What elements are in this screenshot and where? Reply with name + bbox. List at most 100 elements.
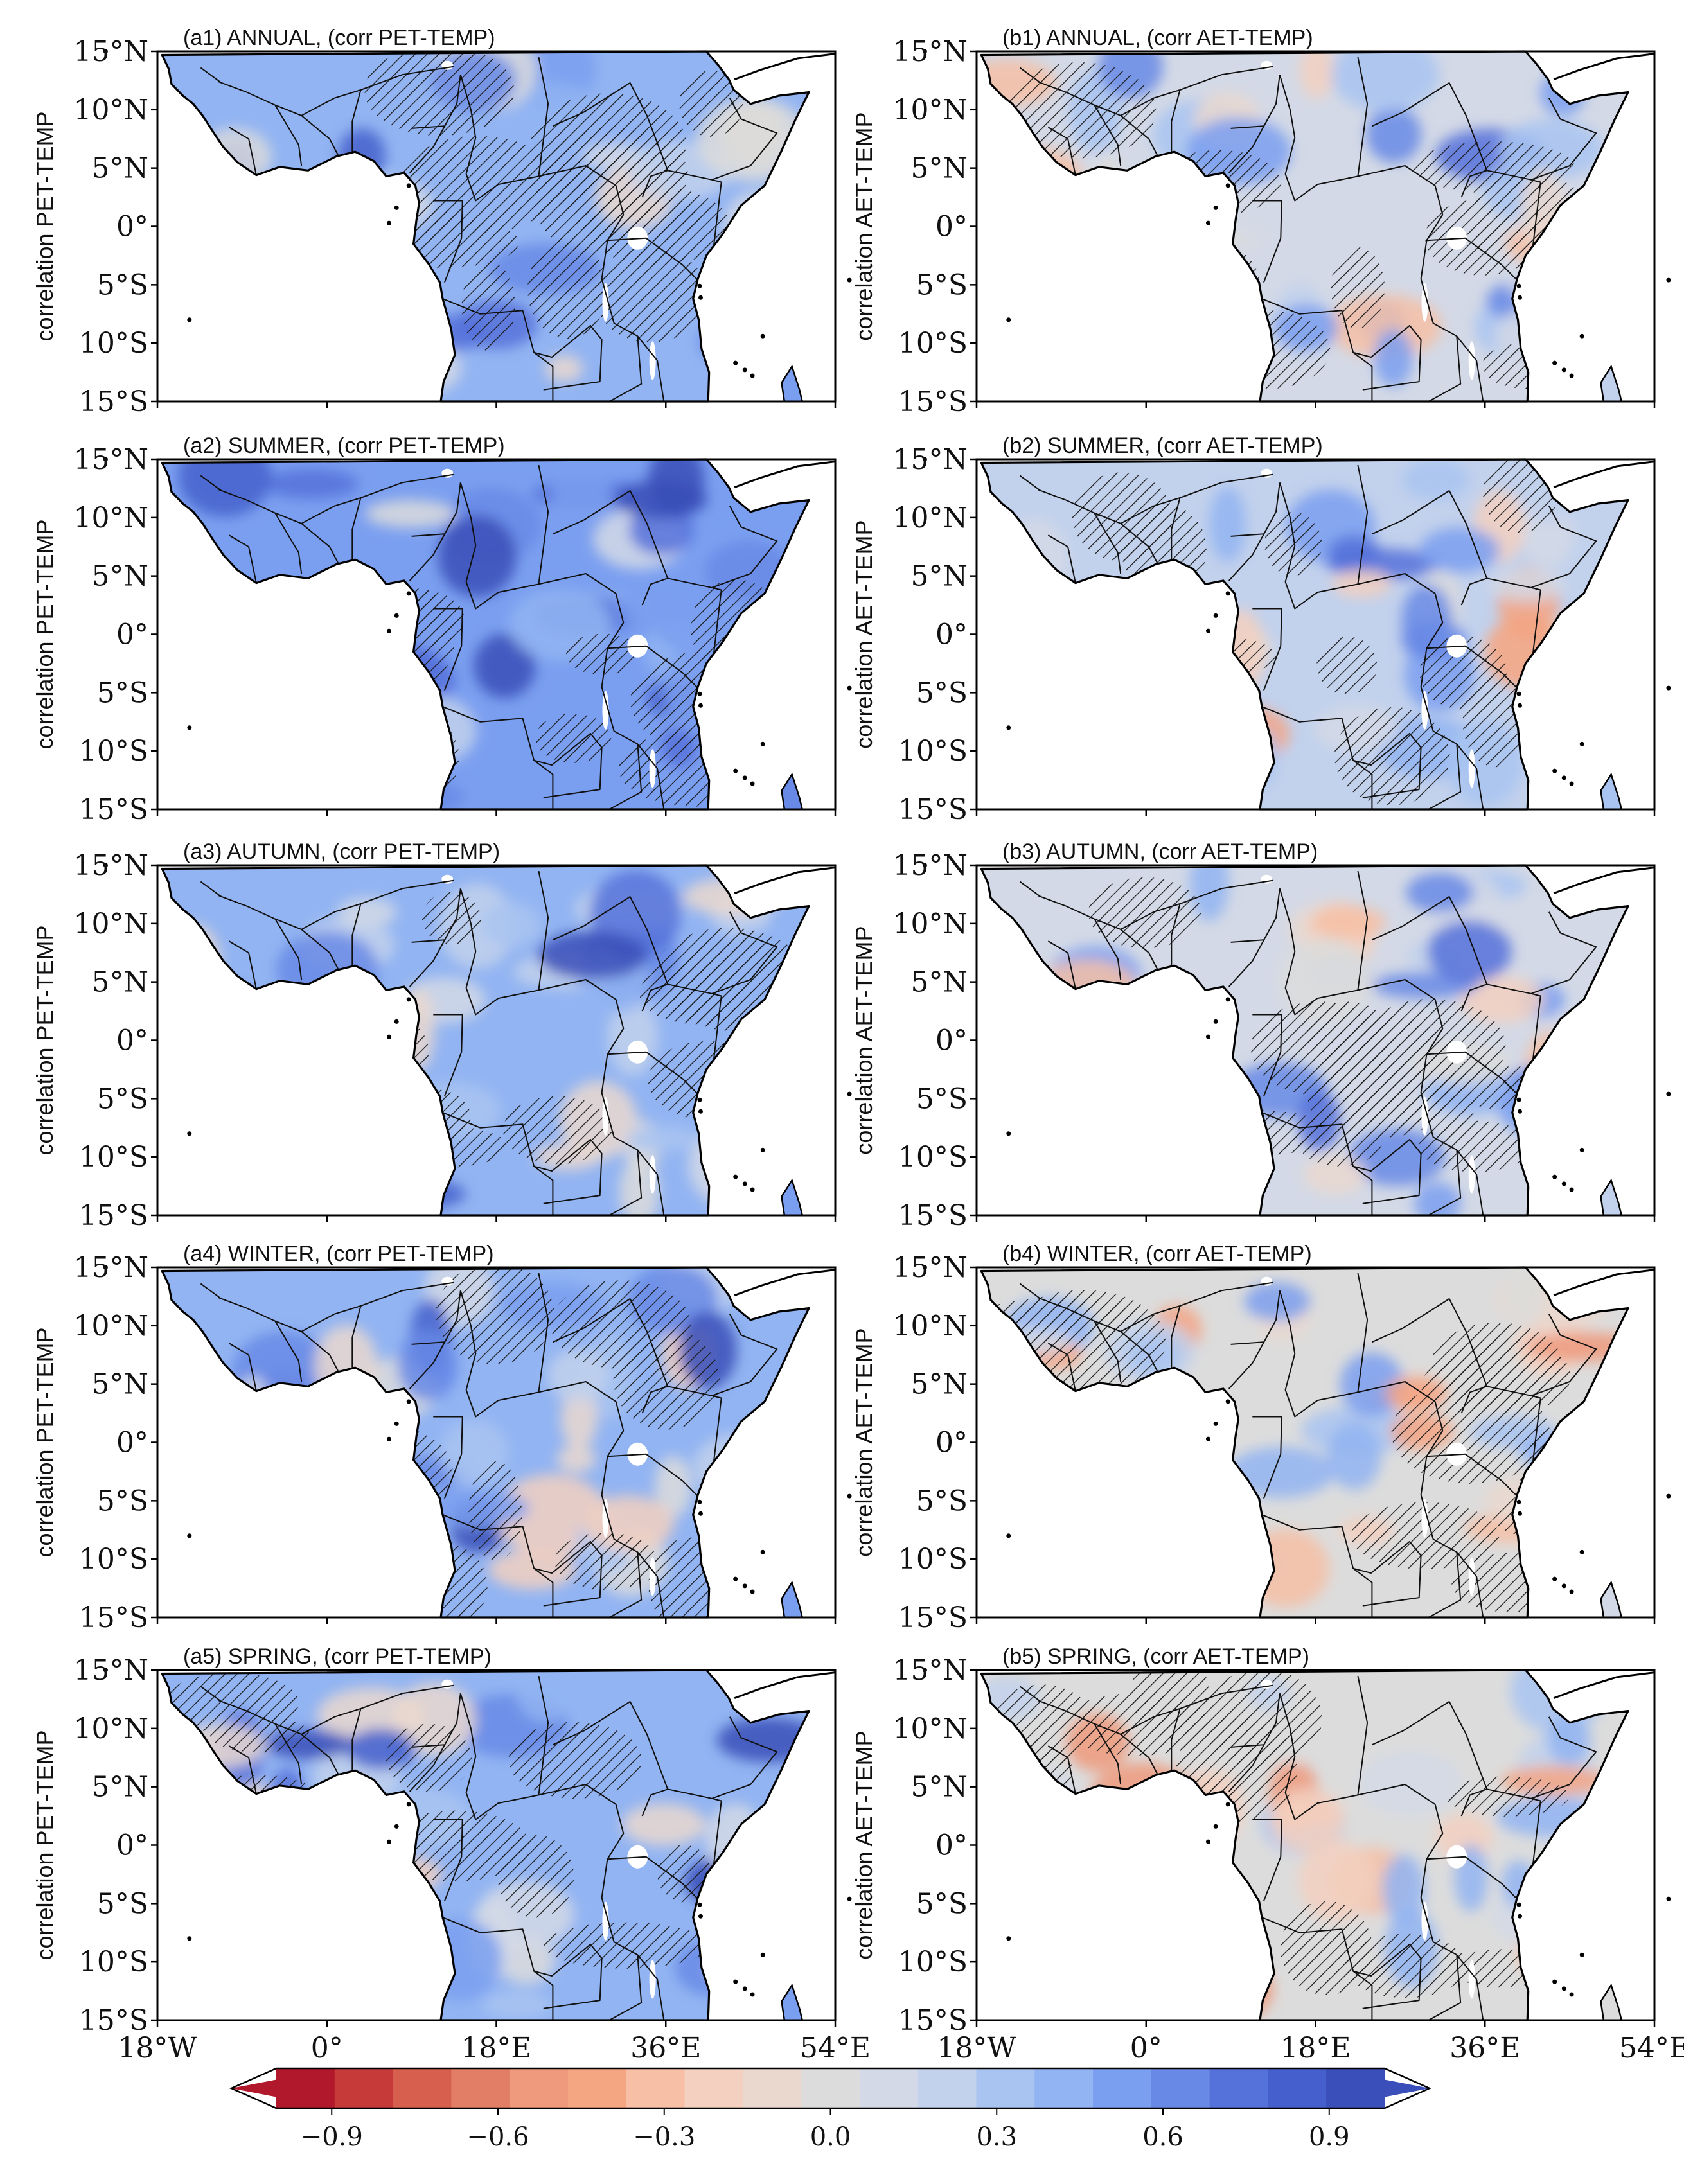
corr-blob <box>551 464 613 524</box>
country-border <box>1486 577 1541 653</box>
hatch-area <box>436 1267 554 1364</box>
country-border <box>538 870 549 991</box>
corr-blob <box>1068 1858 1164 1929</box>
island <box>406 591 411 596</box>
island <box>1579 1147 1584 1152</box>
country-border <box>1279 1290 1484 1617</box>
corr-blob <box>981 1066 1070 1145</box>
corr-blob <box>1006 1420 1121 1483</box>
panel-ylabel-a1: correlation PET-TEMP <box>31 111 58 341</box>
island <box>1518 703 1522 708</box>
island <box>406 183 411 188</box>
corr-blob <box>1045 1852 1157 1912</box>
hatch-area <box>364 51 515 136</box>
panel-ylabel-a4: correlation PET-TEMP <box>31 1327 58 1557</box>
country-border <box>200 881 222 897</box>
corr-blob <box>1036 959 1139 1021</box>
corr-blob <box>305 1822 395 1896</box>
island <box>1552 1576 1557 1581</box>
corr-blob <box>1414 1182 1462 1215</box>
country-border <box>433 200 463 283</box>
lat-tick-label: 10°N <box>893 1310 968 1343</box>
panel-ylabel-b1: correlation AET-TEMP <box>851 112 877 340</box>
country-border <box>667 577 722 653</box>
corr-blob <box>1129 687 1230 755</box>
island <box>1569 373 1574 378</box>
country-border <box>1357 1675 1369 1795</box>
country-border <box>1037 66 1273 116</box>
hatch-area <box>1117 585 1210 684</box>
corr-blob <box>1242 1529 1330 1608</box>
country-border <box>538 1675 549 1795</box>
island <box>103 1265 108 1270</box>
colorbar-extend-high <box>1326 2068 1430 2108</box>
lat-tick-label: 5°N <box>92 152 149 185</box>
lake-malawi <box>1468 1557 1475 1596</box>
madagascar <box>781 772 804 811</box>
hatch-area <box>1025 310 1080 401</box>
country-border <box>608 1150 643 1215</box>
corr-blob <box>1212 707 1290 762</box>
country-border <box>274 1723 303 1785</box>
island <box>1206 1034 1210 1039</box>
corr-blob <box>212 342 266 379</box>
panel-ylabel-a3: correlation PET-TEMP <box>31 925 58 1155</box>
island <box>103 457 108 462</box>
map-panel-a4: 15°N 10°N 5°N 0° 5°S 10°S 15°S (a4) WINTER, (co… <box>31 1242 852 1634</box>
corr-blob <box>192 984 255 1033</box>
country-border <box>552 82 669 198</box>
country-border <box>1019 475 1041 491</box>
country-border <box>1171 1708 1181 1771</box>
island <box>1516 1499 1521 1504</box>
island <box>1516 691 1521 696</box>
colorbar-segment <box>801 2068 860 2108</box>
country-border <box>1019 1283 1041 1299</box>
country-border <box>200 1283 222 1299</box>
corr-blob <box>723 191 787 266</box>
panel-ylabel-a5: correlation PET-TEMP <box>31 1730 58 1960</box>
coastline <box>161 1266 810 1619</box>
colorbar-segment <box>917 2068 977 2108</box>
island <box>1569 1589 1574 1594</box>
corr-blob <box>1298 1840 1376 1921</box>
arabia-coast <box>734 461 836 489</box>
country-border <box>218 1684 454 1735</box>
hatch-area <box>246 1064 391 1154</box>
island <box>1552 1979 1557 1984</box>
panel-title-a5: (a5) SPRING, (corr PET-TEMP) <box>183 1644 492 1669</box>
corr-blob <box>313 1867 380 1927</box>
country-border <box>1094 919 1122 980</box>
island <box>922 1668 927 1673</box>
arabia-coast <box>1553 1269 1655 1297</box>
country-border <box>538 1273 549 1393</box>
corr-blob <box>1067 182 1157 209</box>
island <box>760 1147 765 1152</box>
country-border <box>1037 1281 1273 1332</box>
island <box>1561 1986 1566 1991</box>
lake-tanganyika <box>602 1499 609 1538</box>
corr-blob <box>1244 1282 1311 1321</box>
corr-blob <box>235 1376 270 1438</box>
lake-malawi <box>1468 341 1475 380</box>
island <box>1213 1421 1218 1426</box>
corr-blob <box>481 902 542 948</box>
lon-tick-label: 18°W <box>937 2032 1016 2065</box>
corr-blob <box>178 459 272 517</box>
island <box>1006 1936 1011 1941</box>
corr-blob <box>700 1874 767 1902</box>
map-panel-b5: 15°N 10°N 5°N 0° 5°S 10°S 15°S (b5) SPRING, (co… <box>851 1644 1671 2037</box>
hatch-area <box>1445 1776 1569 1817</box>
corr-blob <box>328 1136 368 1215</box>
island <box>1516 283 1521 288</box>
corr-blob <box>162 564 241 624</box>
island <box>1006 317 1011 322</box>
lon-tick-label: 18°E <box>1280 2032 1351 2065</box>
country-border <box>228 534 257 583</box>
country-border <box>607 1051 698 1095</box>
country-border <box>200 475 222 491</box>
island <box>697 1902 702 1907</box>
arabia-coast <box>1553 461 1655 489</box>
island <box>847 685 852 691</box>
corr-blob <box>682 877 783 916</box>
colorbar-tick-label: −0.3 <box>633 2122 695 2152</box>
